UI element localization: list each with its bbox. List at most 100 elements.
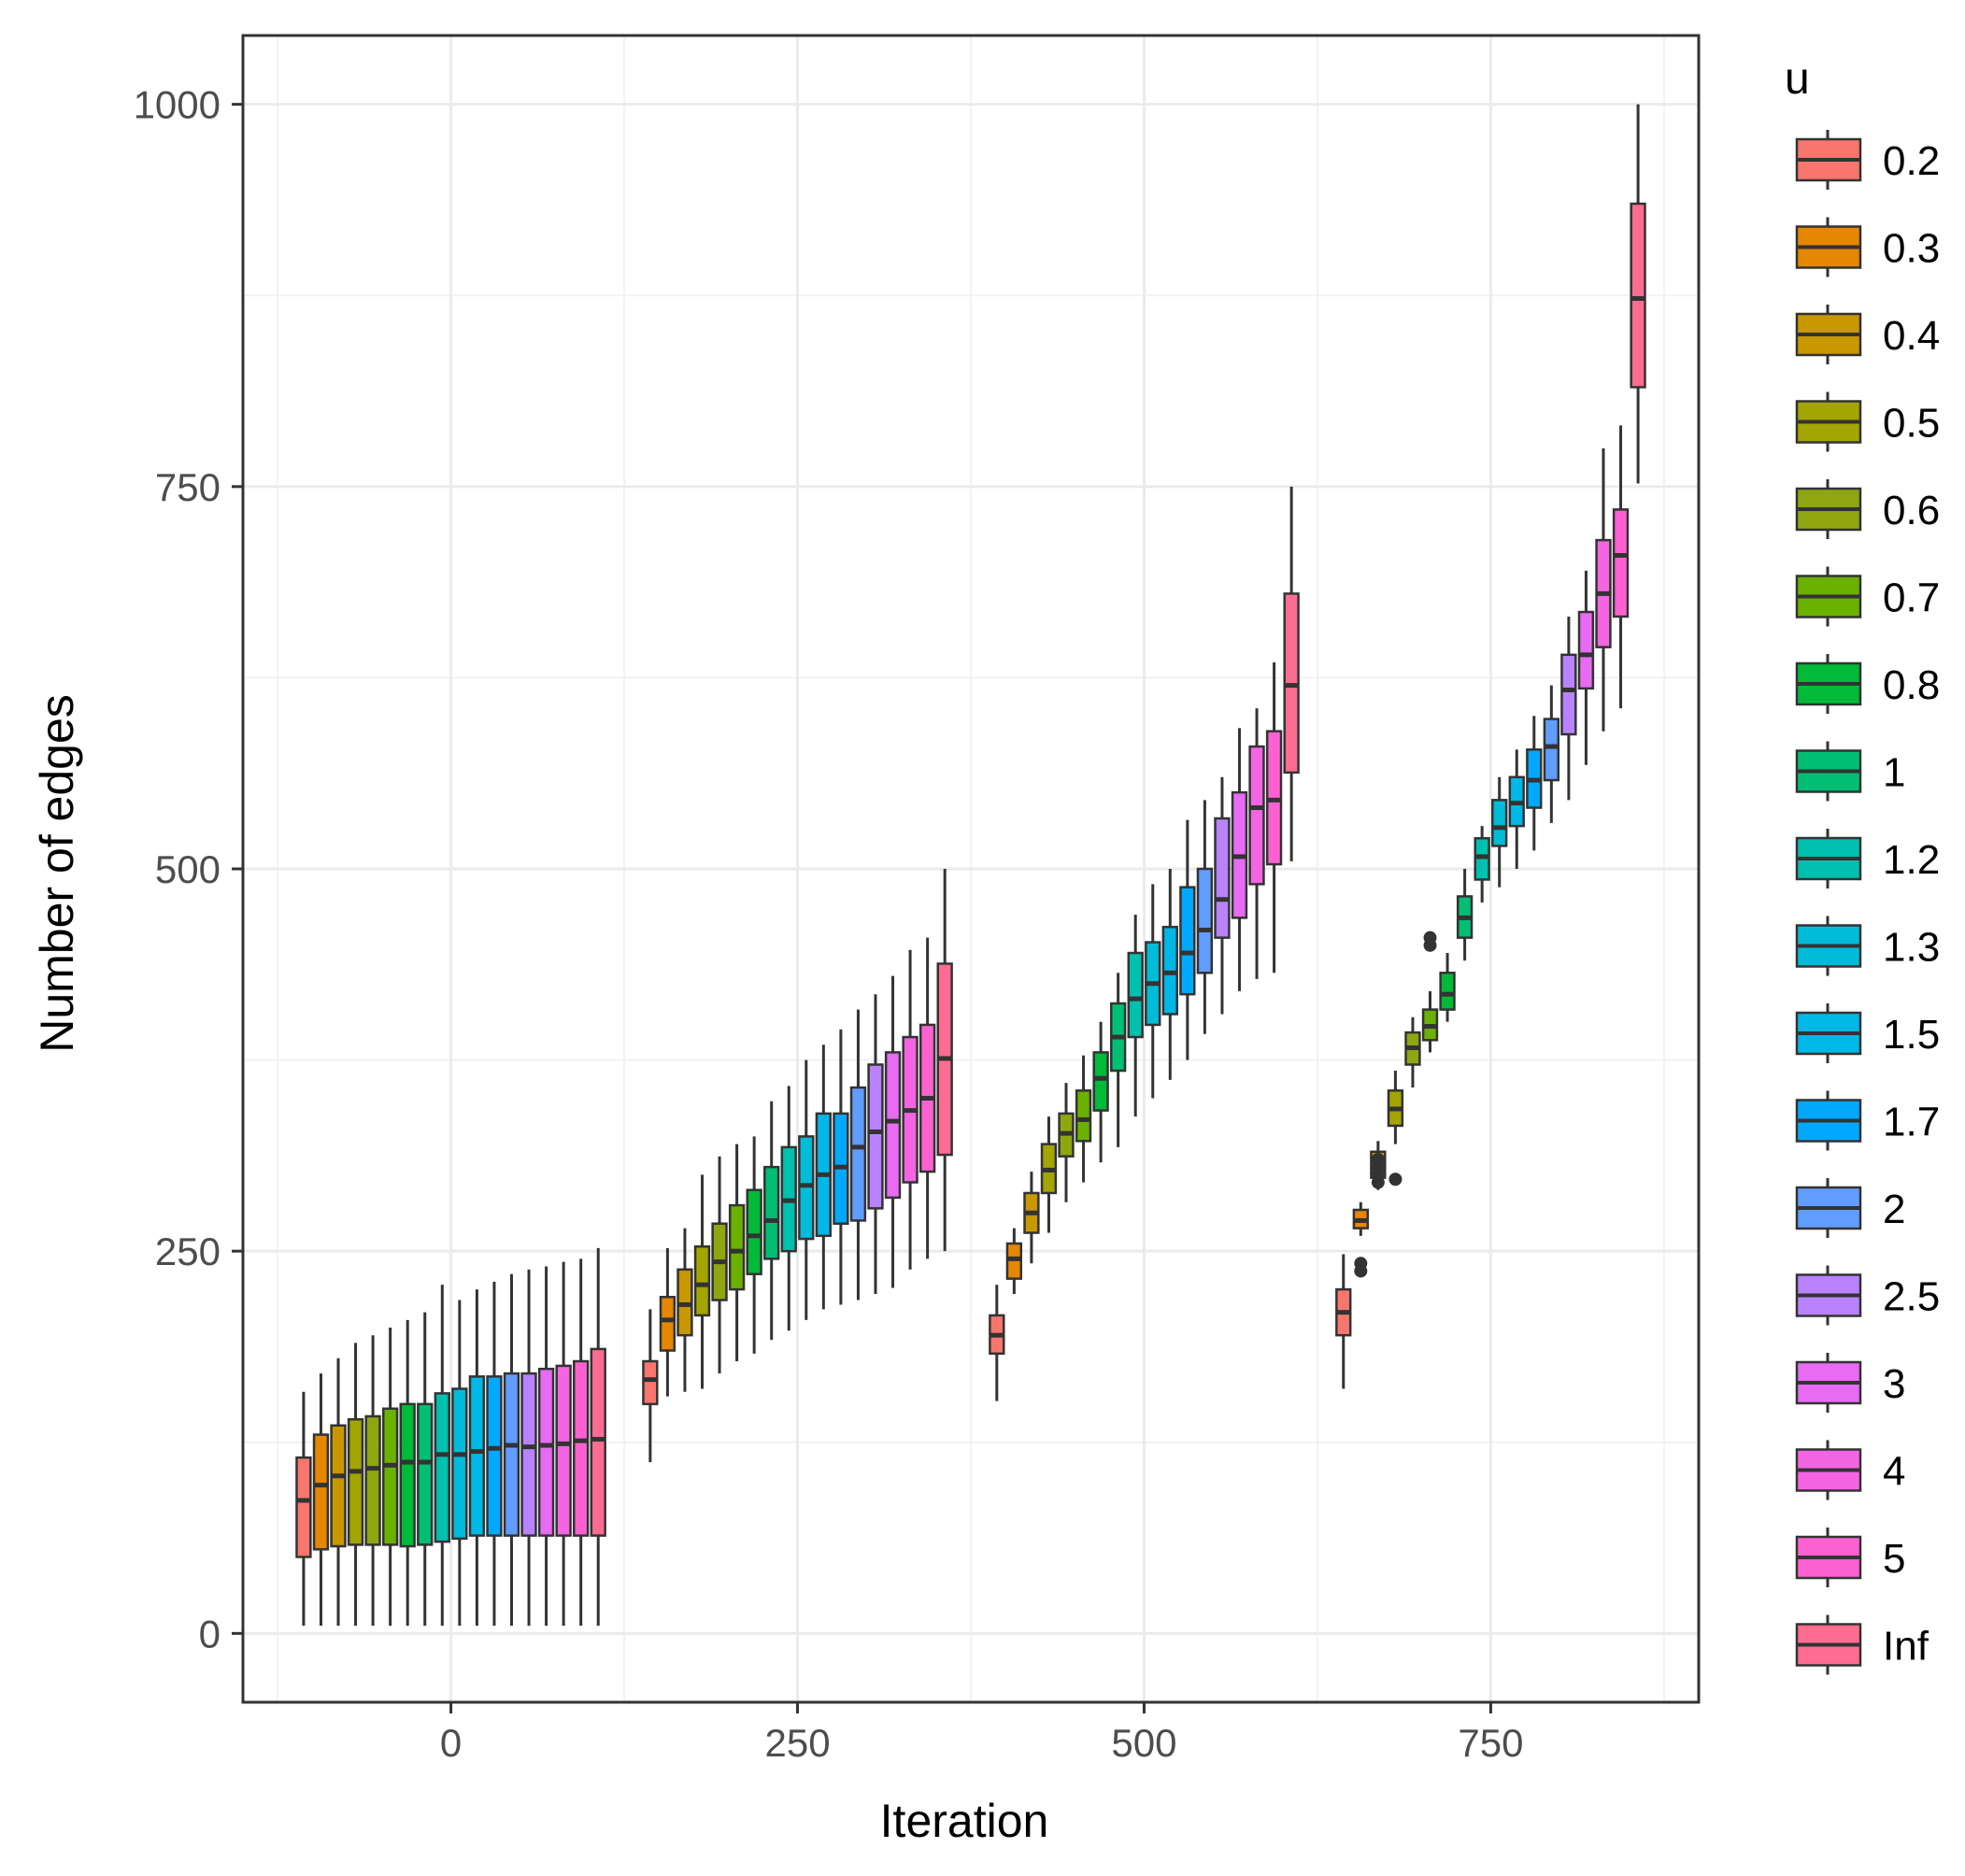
box-body (468, 1375, 486, 1537)
box-body (1543, 718, 1560, 782)
legend-item: 3 (1795, 1353, 1905, 1413)
box-body (434, 1392, 450, 1543)
x-tick-label: 500 (1111, 1721, 1176, 1765)
legend-item: 1.5 (1795, 1003, 1940, 1063)
legend-item: 0.7 (1795, 566, 1940, 627)
box-body (642, 1359, 659, 1406)
legend-label: 1 (1883, 750, 1905, 796)
box-body (693, 1245, 711, 1317)
box-outlier (1388, 1172, 1403, 1187)
box-body (312, 1433, 330, 1551)
legend-label: 1.5 (1883, 1012, 1940, 1058)
box-body (1075, 1089, 1092, 1143)
box-body (1491, 799, 1508, 847)
box-body (381, 1407, 399, 1546)
x-axis-title: Iteration (880, 1795, 1049, 1847)
legend-label: 4 (1883, 1449, 1905, 1495)
box-body (451, 1387, 468, 1541)
box-body (1214, 817, 1231, 939)
legend-title: u (1785, 54, 1810, 104)
legend-label: 2 (1883, 1187, 1905, 1232)
legend-item: 1.7 (1795, 1090, 1940, 1151)
box-body (486, 1375, 503, 1537)
legend-label: 0.6 (1883, 488, 1940, 533)
box-body (590, 1347, 606, 1537)
y-axis-title: Number of edges (31, 694, 83, 1053)
box-body (884, 1051, 902, 1200)
x-tick-label: 750 (1458, 1721, 1523, 1765)
box-body (364, 1414, 381, 1546)
box-body (555, 1364, 572, 1537)
box-body (1127, 951, 1144, 1039)
axes: 0 250 500 750 0 250 500 750 1000 (134, 83, 1524, 1765)
box-body (520, 1371, 537, 1537)
legend-item: 0.5 (1795, 391, 1940, 452)
box-body (1577, 610, 1595, 690)
legend-label: 0.5 (1883, 401, 1940, 447)
box-group (989, 486, 1300, 1401)
box-body (763, 1165, 780, 1260)
box-body (399, 1402, 416, 1548)
legend-label: 3 (1883, 1361, 1905, 1407)
y-tick-label: 750 (155, 465, 221, 509)
box-body (1092, 1051, 1109, 1112)
box-body (728, 1203, 746, 1291)
box-body (1612, 508, 1630, 618)
box-body (537, 1367, 555, 1537)
box-body (867, 1063, 884, 1210)
legend: u 0.2 0.3 0.4 0.5 0.6 0.7 0.8 1 1.2 1.3 1.5 1.7 2 2.5… (1785, 54, 1940, 1675)
plot-area (241, 34, 1701, 1704)
box-group (642, 869, 953, 1463)
legend-label: 2.5 (1883, 1274, 1940, 1320)
x-tick-label: 0 (440, 1721, 462, 1765)
legend-item: 1.3 (1795, 916, 1940, 976)
legend-item: 5 (1795, 1528, 1905, 1587)
y-tick-label: 0 (199, 1612, 221, 1656)
legend-item: 1 (1795, 741, 1905, 802)
box-body (417, 1402, 434, 1546)
legend-item: 0.3 (1795, 217, 1940, 277)
box-body (347, 1417, 364, 1546)
box-body (1630, 202, 1646, 389)
legend-label: 0.3 (1883, 226, 1940, 272)
legend-item: 4 (1795, 1440, 1905, 1500)
box-outlier (1354, 1257, 1368, 1271)
legend-label: 0.2 (1883, 138, 1940, 184)
legend-label: 5 (1883, 1536, 1905, 1582)
legend-item: 0.2 (1795, 130, 1940, 190)
box-group (1335, 104, 1646, 1389)
box-body (1196, 867, 1214, 974)
box-body (330, 1424, 347, 1548)
legend-label: 0.8 (1883, 662, 1940, 708)
box-body (1248, 745, 1265, 886)
box-group (295, 1247, 606, 1627)
box-body (503, 1371, 520, 1537)
legend-label: 1.7 (1883, 1100, 1940, 1145)
legend-item: 0.8 (1795, 654, 1940, 714)
legend-label: 1.3 (1883, 925, 1940, 971)
legend-item: 0.4 (1795, 305, 1940, 364)
legend-label: 1.2 (1883, 837, 1940, 883)
legend-item: 0.6 (1795, 479, 1940, 539)
y-tick-label: 250 (155, 1229, 221, 1273)
legend-item: 2 (1795, 1178, 1905, 1238)
legend-label: 0.4 (1883, 313, 1940, 359)
box-body (295, 1456, 312, 1558)
box-outlier (1371, 1152, 1385, 1166)
x-tick-label: 250 (764, 1721, 830, 1765)
box-outlier (1423, 931, 1437, 945)
box-body (1179, 886, 1196, 996)
box-body (573, 1359, 590, 1537)
legend-item: 1.2 (1795, 829, 1940, 888)
box-body (849, 1086, 867, 1222)
box-body (1439, 972, 1456, 1011)
legend-label: 0.7 (1883, 576, 1940, 621)
y-tick-label: 1000 (134, 83, 221, 127)
legend-label: Inf (1883, 1624, 1929, 1670)
legend-item: 2.5 (1795, 1265, 1940, 1326)
y-tick-label: 500 (155, 847, 221, 891)
box-body (1560, 653, 1577, 736)
legend-item: Inf (1795, 1614, 1929, 1675)
